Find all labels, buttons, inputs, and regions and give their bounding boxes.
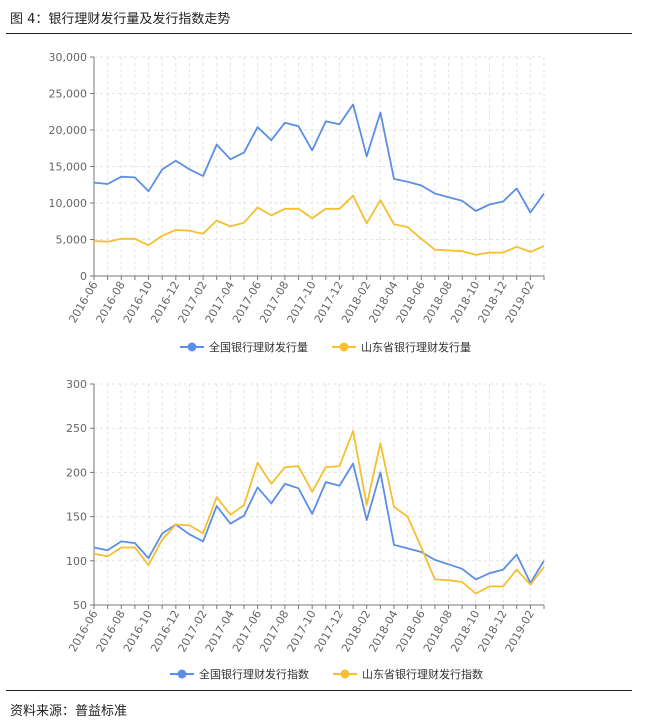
legend-item-2[interactable]: 山东省银行理财发行量	[332, 340, 471, 354]
y-tick-label: 20,000	[49, 124, 88, 137]
y-tick-label: 5,000	[56, 234, 88, 247]
figure-title: 图 4：银行理财发行量及发行指数走势	[10, 12, 231, 27]
legend-swatch-dot	[340, 669, 350, 679]
y-tick-label: 30,000	[49, 51, 88, 64]
legend-item-1[interactable]: 全国银行理财发行指数	[170, 667, 309, 681]
legend-label: 山东省银行理财发行量	[361, 340, 471, 354]
top-rule	[6, 33, 632, 34]
y-tick-label: 50	[73, 599, 87, 612]
series-line-1	[93, 103, 545, 214]
legend-swatch-dot	[339, 342, 349, 352]
series-line-2	[93, 429, 545, 595]
issuance-volume-chart: 05,00010,00015,00020,00025,00030,0002016…	[49, 51, 545, 354]
legend-label: 全国银行理财发行指数	[199, 667, 309, 681]
legend-item-2[interactable]: 山东省银行理财发行指数	[333, 667, 483, 681]
legend-label: 全国银行理财发行量	[209, 340, 308, 354]
legend-swatch-dot	[177, 669, 187, 679]
y-tick-label: 15,000	[49, 161, 88, 174]
series-line-2	[93, 194, 545, 256]
series-line-1	[93, 462, 545, 584]
source-note: 资料来源：普益标准	[10, 704, 128, 719]
y-tick-label: 150	[66, 511, 87, 524]
y-tick-label: 10,000	[49, 197, 88, 210]
y-tick-label: 200	[66, 466, 87, 479]
legend-item-1[interactable]: 全国银行理财发行量	[180, 340, 308, 354]
y-tick-label: 300	[66, 378, 87, 391]
issuance-index-chart: 501001502002503002016-062016-082016-1020…	[66, 378, 545, 681]
y-tick-label: 100	[66, 555, 87, 568]
y-tick-label: 25,000	[49, 88, 88, 101]
y-tick-label: 0	[80, 270, 87, 283]
bottom-rule	[6, 690, 632, 691]
y-tick-label: 250	[66, 422, 87, 435]
legend-label: 山东省银行理财发行指数	[362, 667, 483, 681]
legend-swatch-dot	[187, 342, 197, 352]
